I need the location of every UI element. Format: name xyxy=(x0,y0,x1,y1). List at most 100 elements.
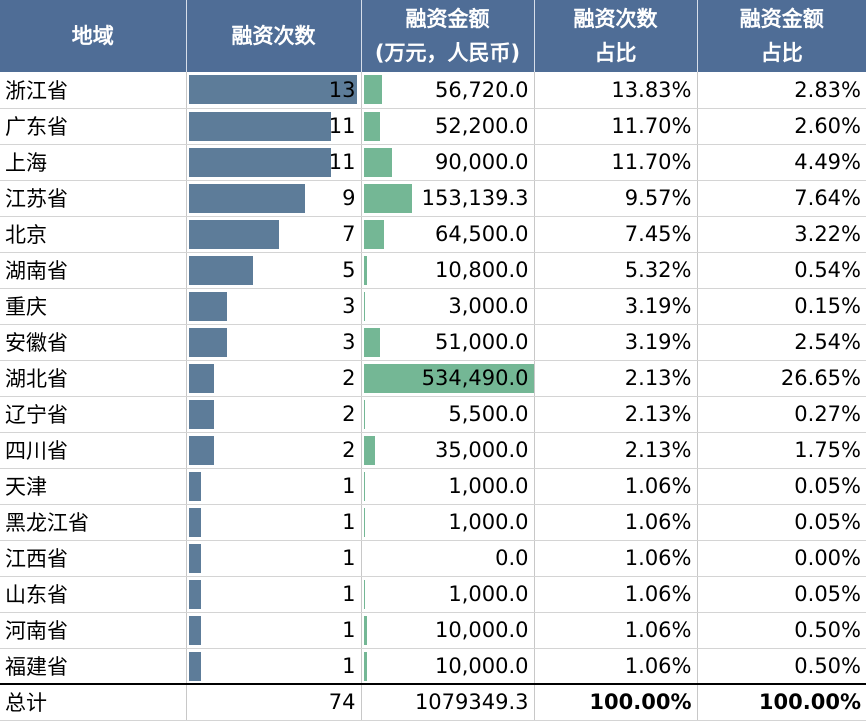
amount-share-cell: 0.54% xyxy=(697,252,866,288)
count-bar xyxy=(189,184,305,213)
amount-cell: 1,000.0 xyxy=(361,504,534,540)
amount-cell: 10,000.0 xyxy=(361,612,534,648)
amount-cell-value: 3,000.0 xyxy=(448,294,528,318)
count-cell: 7 xyxy=(186,216,361,252)
count-cell-value: 11 xyxy=(329,114,356,138)
amount-share-cell-value: 0.27% xyxy=(794,402,861,426)
count-share-cell: 5.32% xyxy=(534,252,697,288)
region-cell-value: 北京 xyxy=(5,223,47,247)
amount-share-cell-value: 0.54% xyxy=(794,258,861,282)
region-cell-value: 安徽省 xyxy=(5,331,68,355)
amount-share-cell: 2.83% xyxy=(697,72,866,108)
count-bar xyxy=(189,364,215,393)
count-bar xyxy=(189,616,202,645)
count-cell: 1 xyxy=(186,540,361,576)
count-share-cell-value: 13.83% xyxy=(611,78,691,102)
region-cell: 福建省 xyxy=(0,648,186,684)
amount-share-cell-value: 0.50% xyxy=(794,618,861,642)
count-share-cell: 1.06% xyxy=(534,504,697,540)
count-cell-value: 1 xyxy=(342,510,355,534)
region-cell-value: 山东省 xyxy=(5,583,68,607)
amount-share-cell: 0.05% xyxy=(697,468,866,504)
count-share-cell-value: 11.70% xyxy=(611,114,691,138)
header-region: 地域 xyxy=(0,0,186,72)
count-cell: 2 xyxy=(186,396,361,432)
amount-share-cell-value: 3.22% xyxy=(794,222,861,246)
amount-share-cell-value: 0.00% xyxy=(794,546,861,570)
amount-share-cell-value: 0.05% xyxy=(794,510,861,534)
amount-bar xyxy=(364,328,380,357)
amount-share-cell-value: 7.64% xyxy=(794,186,861,210)
amount-bar xyxy=(364,400,366,429)
amount-cell-value: 51,000.0 xyxy=(435,330,529,354)
amount-cell: 10,000.0 xyxy=(361,648,534,684)
amount-bar xyxy=(364,292,365,321)
amount-bar xyxy=(364,616,367,645)
region-cell: 天津 xyxy=(0,468,186,504)
count-cell-value: 13 xyxy=(329,78,356,102)
count-share-cell-value: 5.32% xyxy=(625,258,692,282)
count-cell-value: 2 xyxy=(342,366,355,390)
amount-share-cell: 0.00% xyxy=(697,540,866,576)
region-cell: 江西省 xyxy=(0,540,186,576)
count-cell: 1 xyxy=(186,612,361,648)
count-bar xyxy=(189,148,331,177)
region-cell: 上海 xyxy=(0,144,186,180)
count-share-cell-value: 3.19% xyxy=(625,330,692,354)
amount-cell: 56,720.0 xyxy=(361,72,534,108)
count-share-cell: 13.83% xyxy=(534,72,697,108)
amount-cell-value: 52,200.0 xyxy=(435,114,529,138)
count-cell: 3 xyxy=(186,288,361,324)
region-cell-value: 江苏省 xyxy=(5,187,68,211)
region-cell-value: 辽宁省 xyxy=(5,403,68,427)
region-cell: 北京 xyxy=(0,216,186,252)
count-share-cell: 3.19% xyxy=(534,288,697,324)
amount-cell-value: 56,720.0 xyxy=(435,78,529,102)
count-cell-value: 3 xyxy=(342,330,355,354)
header-count-share-line: 融资次数 xyxy=(539,2,693,36)
count-bar xyxy=(189,580,202,609)
count-bar xyxy=(189,220,279,249)
region-cell-value: 江西省 xyxy=(5,547,68,571)
count-share-cell: 2.13% xyxy=(534,432,697,468)
count-share-cell: 11.70% xyxy=(534,144,697,180)
count-share-cell: 1.06% xyxy=(534,612,697,648)
count-share-cell-value: 1.06% xyxy=(625,582,692,606)
amount-share-cell: 0.27% xyxy=(697,396,866,432)
amount-share-cell-value: 0.50% xyxy=(794,654,861,678)
count-bar xyxy=(189,256,254,285)
region-cell-value: 广东省 xyxy=(5,115,68,139)
header-amount-share-line: 占比 xyxy=(702,36,863,70)
amount-cell-value: 10,000.0 xyxy=(435,618,529,642)
header-count-line: 融资次数 xyxy=(191,19,357,53)
region-cell: 湖北省 xyxy=(0,360,186,396)
amount-cell-value: 1,000.0 xyxy=(448,582,528,606)
region-cell-value: 湖北省 xyxy=(5,367,68,391)
count-bar xyxy=(189,328,228,357)
total-count: 74 xyxy=(186,684,361,720)
amount-share-cell-value: 1.75% xyxy=(794,438,861,462)
amount-share-cell-value: 4.49% xyxy=(794,150,861,174)
count-share-cell: 2.13% xyxy=(534,360,697,396)
count-cell: 5 xyxy=(186,252,361,288)
header-row: 地域融资次数融资金额(万元，人民币)融资次数占比融资金额占比 xyxy=(0,0,866,72)
region-cell: 重庆 xyxy=(0,288,186,324)
total-count-share: 100.00% xyxy=(534,684,697,720)
amount-cell: 90,000.0 xyxy=(361,144,534,180)
amount-cell-value: 5,500.0 xyxy=(448,402,528,426)
count-cell: 11 xyxy=(186,108,361,144)
count-share-cell-value: 1.06% xyxy=(625,654,692,678)
count-share-cell: 1.06% xyxy=(534,468,697,504)
total-amount-share: 100.00% xyxy=(697,684,866,720)
count-share-cell-value: 11.70% xyxy=(611,150,691,174)
total-amount: 1079349.3 xyxy=(361,684,534,720)
region-cell-value: 湖南省 xyxy=(5,259,68,283)
amount-share-cell-value: 0.05% xyxy=(794,474,861,498)
